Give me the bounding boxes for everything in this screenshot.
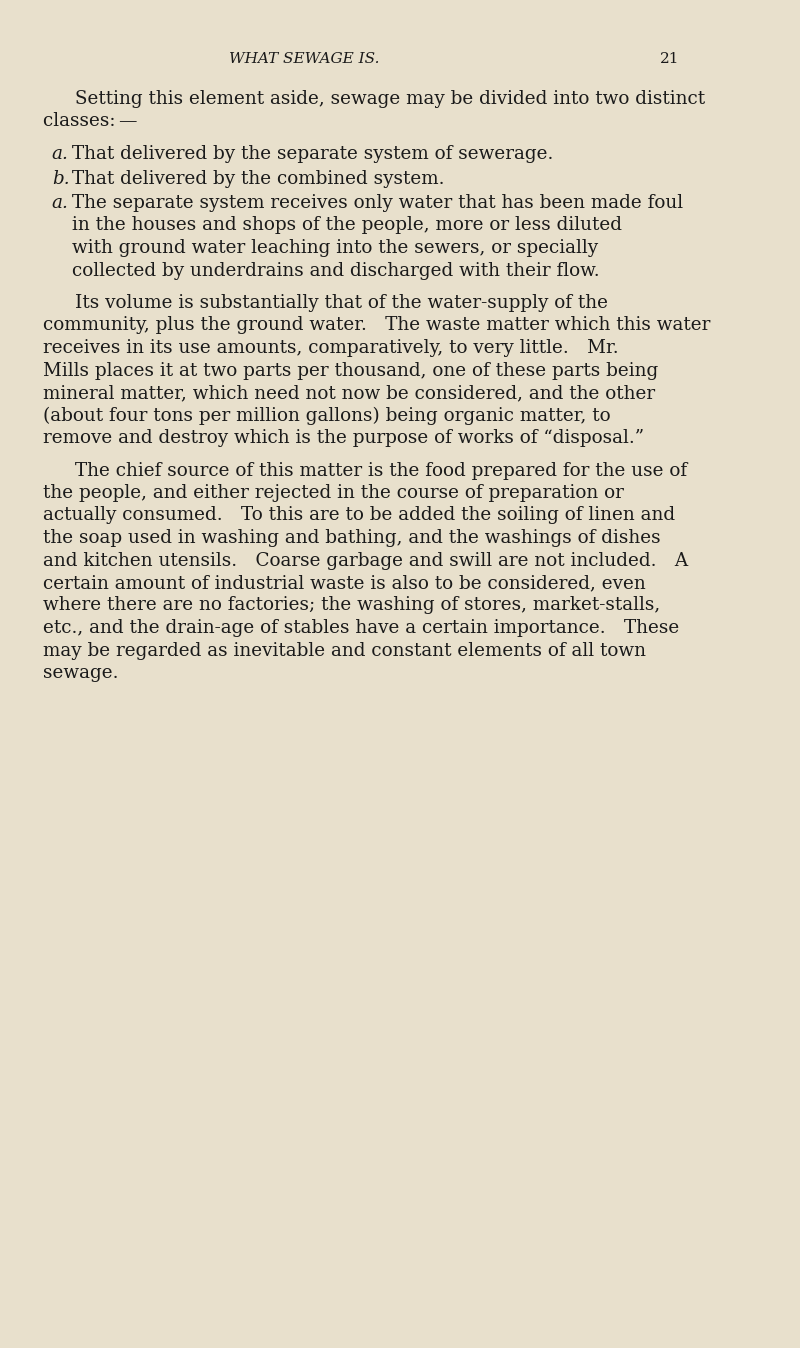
Text: community, plus the ground water. The waste matter which this water: community, plus the ground water. The wa… [43,317,710,334]
Text: WHAT SEWAGE IS.: WHAT SEWAGE IS. [229,53,379,66]
Text: receives in its use amounts, comparatively, to very little. Mr.: receives in its use amounts, comparative… [43,338,618,357]
Text: The separate system receives only water that has been made foul: The separate system receives only water … [71,194,682,212]
Text: (about four tons per million gallons) being organic matter, to: (about four tons per million gallons) be… [43,407,610,425]
Text: collected by underdrains and discharged with their flow.: collected by underdrains and discharged … [71,262,599,279]
Text: with ground water leaching into the sewers, or specially: with ground water leaching into the sewe… [71,239,598,257]
Text: mineral matter, which need not now be considered, and the other: mineral matter, which need not now be co… [43,384,655,402]
Text: b.: b. [52,170,70,187]
Text: Setting this element aside, sewage may be divided into two distinct: Setting this element aside, sewage may b… [75,90,706,108]
Text: and kitchen utensils. Coarse garbage and swill are not included. A: and kitchen utensils. Coarse garbage and… [43,551,688,569]
Text: where there are no factories; the washing of stores, market-stalls,: where there are no factories; the washin… [43,597,660,615]
Text: remove and destroy which is the purpose of works of “disposal.”: remove and destroy which is the purpose … [43,429,644,448]
Text: may be regarded as inevitable and constant elements of all town: may be regarded as inevitable and consta… [43,642,646,659]
Text: classes: —: classes: — [43,112,138,131]
Text: 21: 21 [660,53,680,66]
Text: a.: a. [52,194,69,212]
Text: certain amount of industrial waste is also to be considered, even: certain amount of industrial waste is al… [43,574,646,592]
Text: That delivered by the combined system.: That delivered by the combined system. [71,170,444,187]
Text: in the houses and shops of the people, more or less diluted: in the houses and shops of the people, m… [71,217,622,235]
Text: a.: a. [52,146,69,163]
Text: That delivered by the separate system of sewerage.: That delivered by the separate system of… [71,146,553,163]
Text: actually consumed. To this are to be added the soiling of linen and: actually consumed. To this are to be add… [43,507,675,524]
Text: the people, and either rejected in the course of preparation or: the people, and either rejected in the c… [43,484,624,501]
Text: Mills places it at two parts per thousand, one of these parts being: Mills places it at two parts per thousan… [43,361,658,380]
Text: etc., and the drain-age of stables have a certain importance. These: etc., and the drain-age of stables have … [43,619,679,638]
Text: The chief source of this matter is the food prepared for the use of: The chief source of this matter is the f… [75,461,687,480]
Text: sewage.: sewage. [43,665,118,682]
Text: Its volume is substantially that of the water-supply of the: Its volume is substantially that of the … [75,294,608,311]
Text: the soap used in washing and bathing, and the washings of dishes: the soap used in washing and bathing, an… [43,528,661,547]
